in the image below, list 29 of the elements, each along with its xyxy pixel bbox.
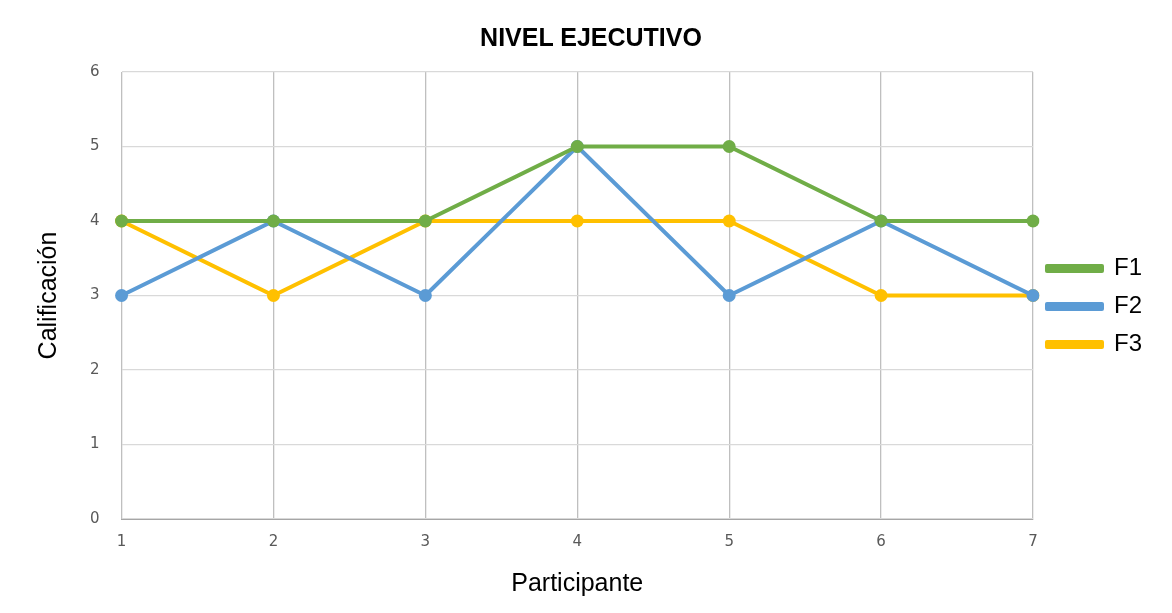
y-tick-label: 3 <box>90 285 100 304</box>
x-tick-label: 5 <box>724 531 734 550</box>
point <box>115 289 129 302</box>
y-tick-label: 4 <box>90 210 100 229</box>
x-tick-label: 2 <box>268 531 279 550</box>
y-tick-label: 5 <box>90 136 100 155</box>
point <box>722 214 736 228</box>
point <box>722 140 736 153</box>
x-tick-label: 4 <box>572 531 583 550</box>
legend-label: F2 <box>1113 291 1143 319</box>
legend-label: F3 <box>1113 329 1143 357</box>
x-tick-label: 6 <box>876 531 886 550</box>
x-tick-label: 3 <box>420 531 431 550</box>
point <box>722 289 736 302</box>
y-axis-title: Calificación <box>32 231 61 360</box>
x-axis-title: Participante <box>511 567 644 596</box>
point <box>874 289 888 302</box>
y-tick-label: 2 <box>90 359 100 378</box>
y-tick-label: 1 <box>90 434 100 453</box>
point <box>1026 214 1040 228</box>
x-tick-label: 1 <box>116 531 127 550</box>
x-tick-label: 7 <box>1028 531 1038 550</box>
point <box>418 289 432 302</box>
chart-title: NIVEL EJECUTIVO <box>480 22 702 51</box>
legend-label: F1 <box>1113 253 1143 281</box>
y-tick-label: 0 <box>90 508 100 527</box>
point <box>570 214 584 228</box>
point <box>266 289 280 302</box>
y-tick-label: 6 <box>90 61 100 80</box>
